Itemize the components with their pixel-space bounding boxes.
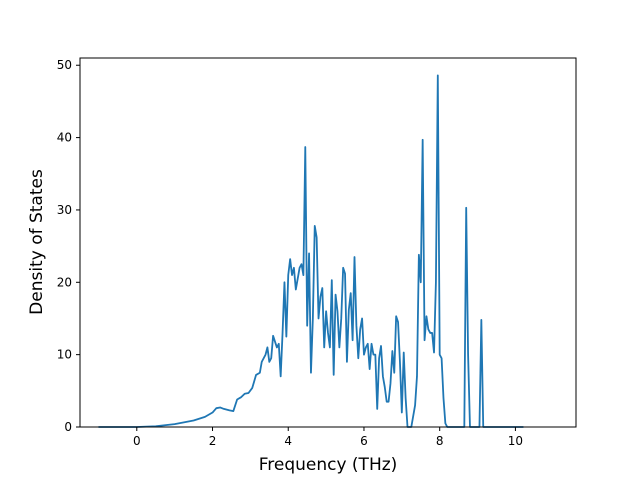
y-axis-label: Density of States (27, 169, 47, 315)
y-tick-label: 50 (57, 58, 72, 72)
x-axis-ticks: 0 2 4 6 8 10 (133, 427, 523, 448)
y-tick-label: 30 (57, 203, 72, 217)
axes-frame (79, 57, 577, 428)
y-tick-label: 0 (64, 420, 72, 434)
x-tick-label: 8 (436, 434, 444, 448)
y-tick-label: 20 (57, 275, 72, 289)
x-tick-label: 4 (284, 434, 292, 448)
x-tick-label: 6 (360, 434, 368, 448)
dos-series-line (98, 74, 524, 428)
x-tick-label: 2 (209, 434, 217, 448)
y-tick-label: 10 (57, 348, 72, 362)
x-axis-label: Frequency (THz) (259, 455, 398, 475)
x-tick-label: 10 (508, 434, 523, 448)
x-tick-label: 0 (133, 434, 141, 448)
plot-area (79, 57, 577, 428)
y-tick-label: 40 (57, 131, 72, 145)
y-axis-ticks: 0 10 20 30 40 50 (57, 58, 80, 434)
